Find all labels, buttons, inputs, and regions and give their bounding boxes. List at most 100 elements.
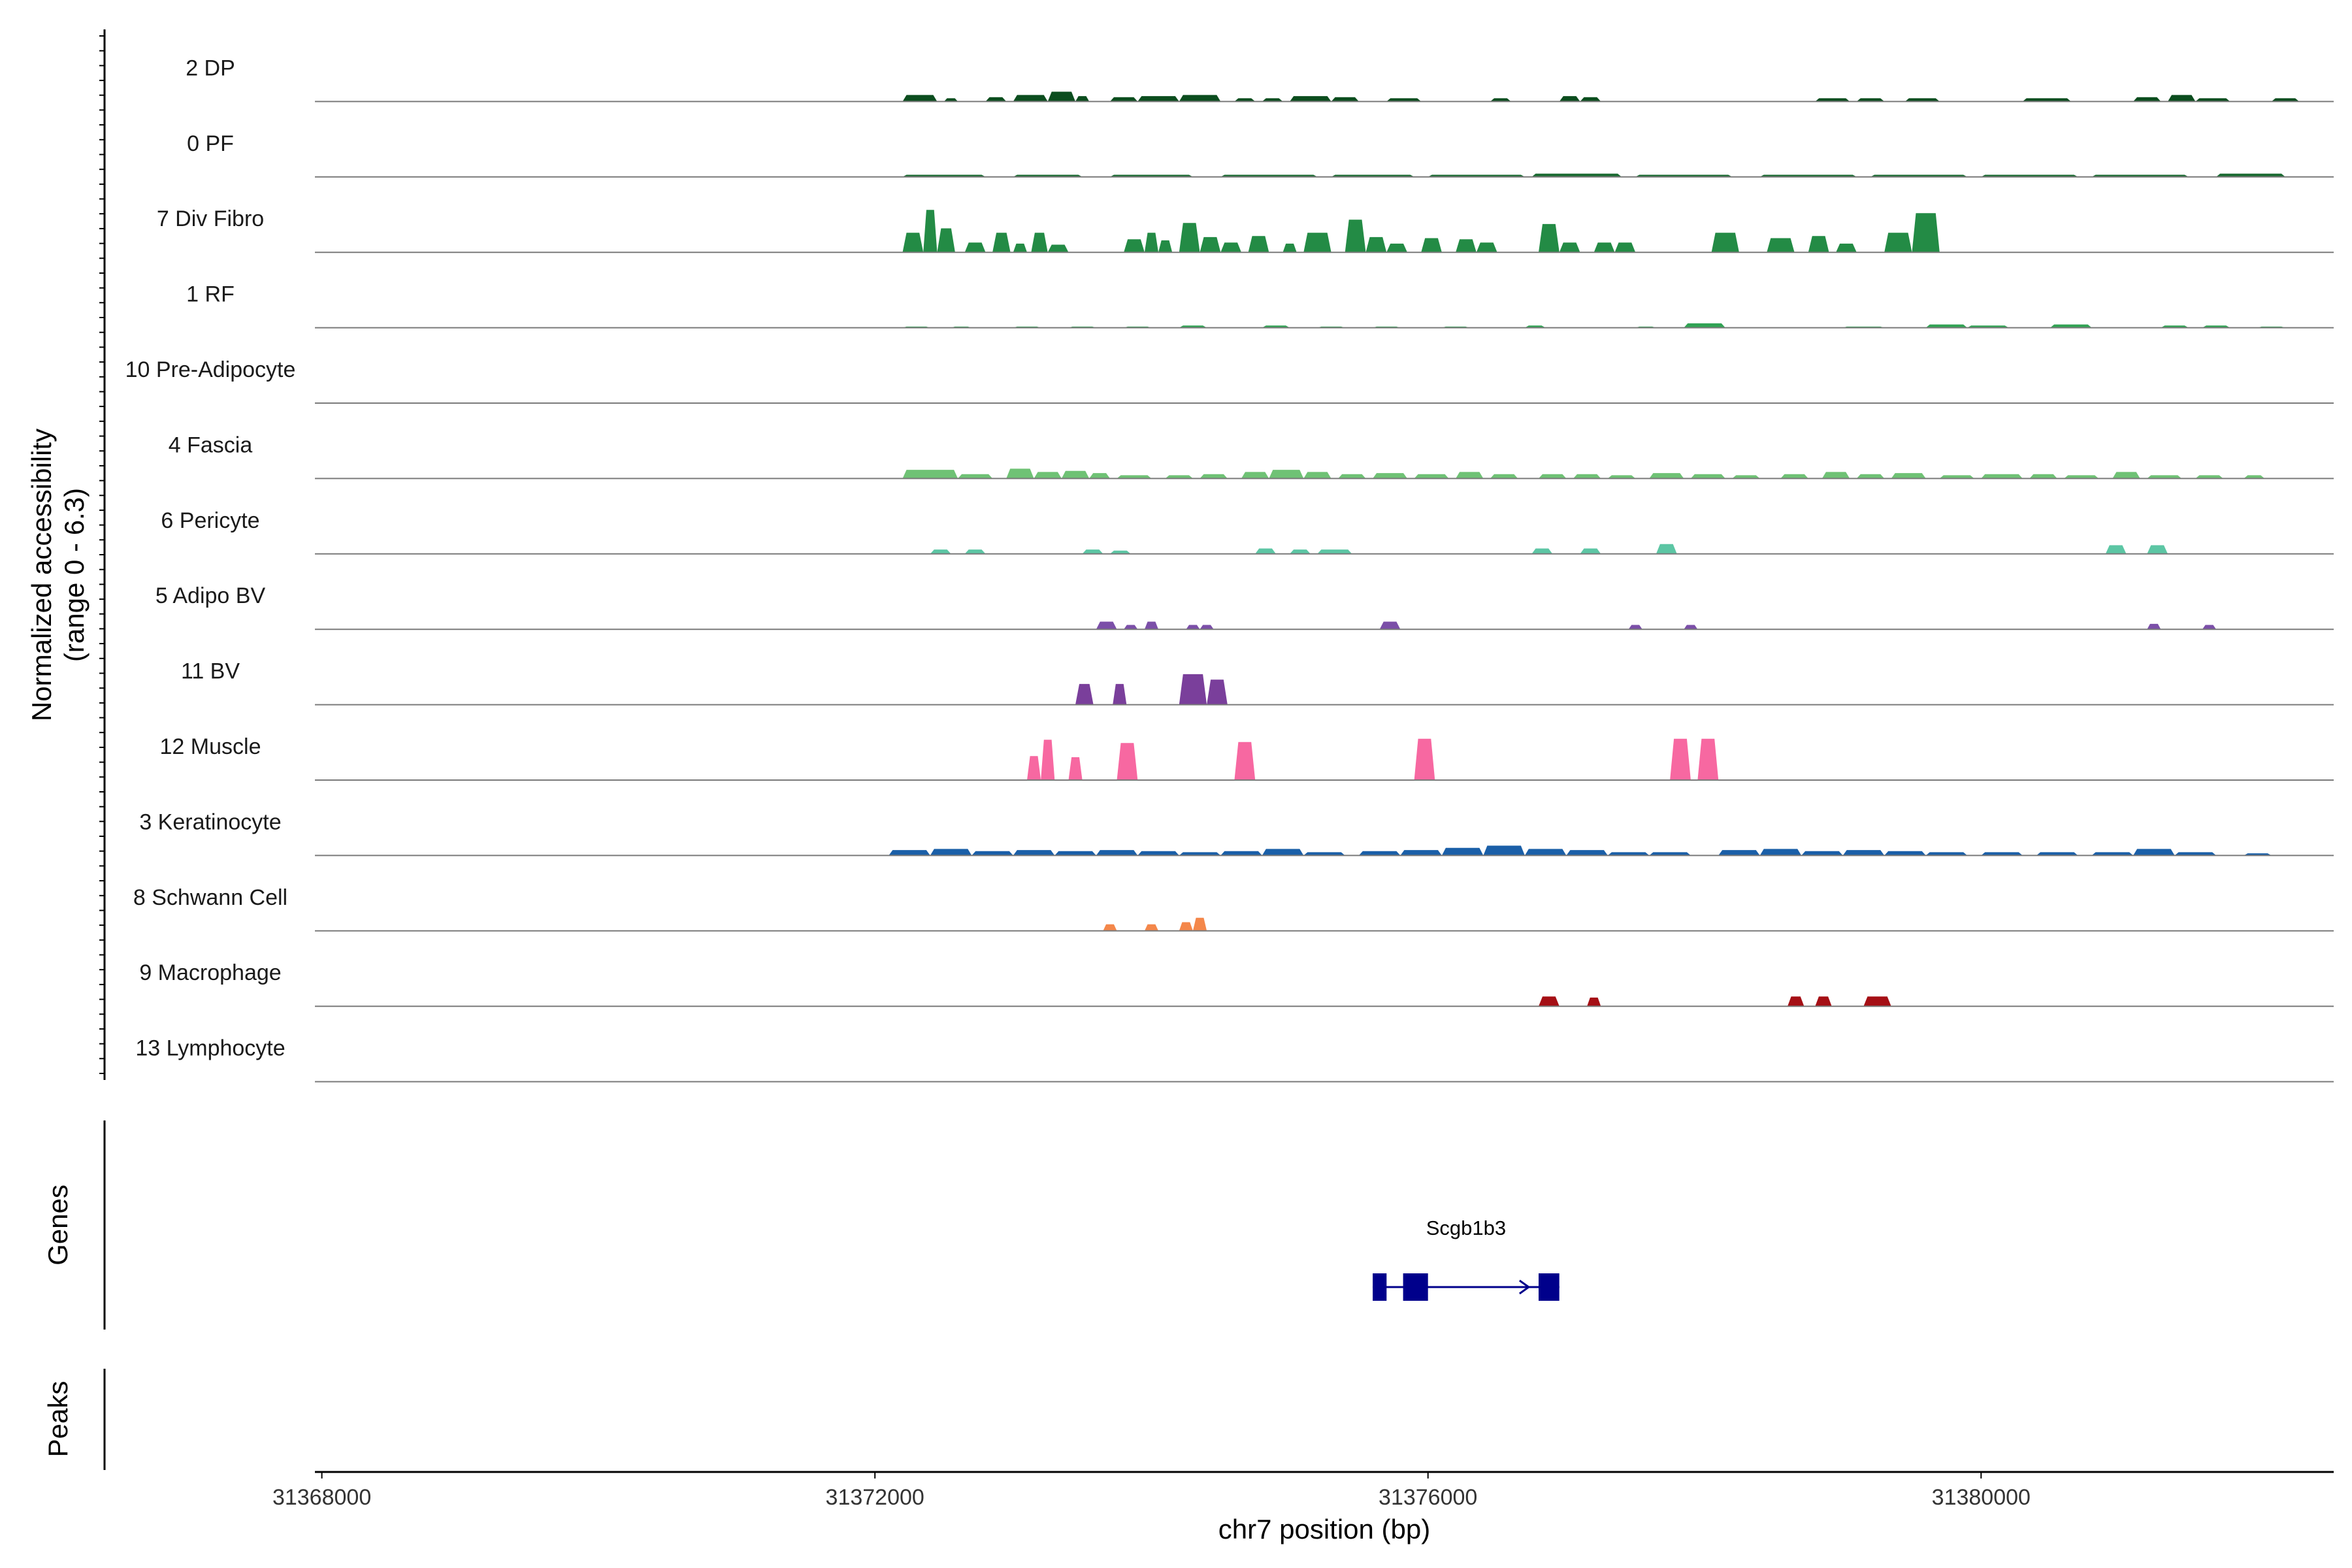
gene-model: Scgb1b3 bbox=[1373, 1217, 1560, 1301]
accessibility-peak bbox=[1718, 850, 1760, 856]
track-9: 11 BV bbox=[181, 659, 2334, 706]
accessibility-peak bbox=[1891, 473, 1926, 479]
accessibility-peak bbox=[1013, 243, 1027, 253]
accessibility-peak bbox=[1117, 743, 1138, 780]
track-8: 5 Adipo BV bbox=[155, 583, 2334, 630]
accessibility-peak bbox=[1192, 917, 1207, 931]
coverage-tracks: 2 DP 0 PF 7 Div Fibro 1 RF 10 Pre-Adipocyte 4… bbox=[125, 56, 2334, 1083]
accessibility-peak bbox=[923, 210, 938, 253]
accessibility-peak bbox=[1386, 98, 1422, 102]
accessibility-peak bbox=[1649, 852, 1691, 856]
accessibility-peak bbox=[1788, 996, 1805, 1007]
track-label: 7 Div Fibro bbox=[157, 206, 264, 231]
accessibility-peak bbox=[1117, 475, 1152, 479]
track-label: 5 Adipo BV bbox=[155, 583, 266, 608]
accessibility-peak bbox=[1006, 468, 1034, 479]
accessibility-peak bbox=[1137, 96, 1179, 102]
accessibility-peak bbox=[1096, 850, 1138, 856]
accessibility-peak bbox=[1303, 233, 1331, 253]
accessibility-peak bbox=[1338, 474, 1366, 479]
accessibility-peak bbox=[1103, 924, 1117, 931]
accessibility-peak bbox=[1054, 851, 1096, 856]
track-5: 10 Pre-Adipocyte bbox=[125, 357, 2334, 404]
accessibility-peak bbox=[1628, 625, 1642, 630]
accessibility-peak bbox=[1027, 756, 1041, 780]
accessibility-peak bbox=[1075, 96, 1090, 102]
accessibility-peak bbox=[1047, 91, 1075, 102]
accessibility-peak bbox=[1566, 850, 1608, 856]
accessibility-peak bbox=[1113, 683, 1127, 705]
accessibility-peak bbox=[1220, 851, 1262, 856]
accessibility-peak bbox=[1690, 474, 1725, 479]
accessibility-peak bbox=[1456, 472, 1484, 479]
accessibility-peak bbox=[1912, 213, 1940, 253]
x-tick-label: 31380000 bbox=[1932, 1485, 2031, 1510]
accessibility-peak bbox=[1456, 239, 1477, 253]
accessibility-peak bbox=[2202, 625, 2217, 630]
accessibility-peak bbox=[1836, 243, 1857, 253]
accessibility-peak bbox=[1179, 852, 1221, 856]
accessibility-peak bbox=[944, 98, 958, 102]
accessibility-peak bbox=[2029, 474, 2057, 479]
accessibility-peak bbox=[1490, 98, 1511, 102]
track-label: 9 Macrophage bbox=[139, 960, 281, 985]
accessibility-peak bbox=[1981, 474, 2023, 479]
accessibility-peak bbox=[1179, 922, 1193, 931]
accessibility-peak bbox=[2174, 852, 2217, 856]
track-1: 2 DP bbox=[186, 56, 2334, 103]
accessibility-peak bbox=[1614, 242, 1636, 253]
accessibility-peak bbox=[1697, 738, 1719, 780]
track-4: 1 RF bbox=[186, 282, 2334, 329]
accessibility-peak bbox=[1034, 472, 1062, 479]
accessibility-peak bbox=[1234, 742, 1256, 780]
accessibility-peak bbox=[2147, 545, 2168, 554]
accessibility-peak bbox=[1856, 474, 1885, 479]
track-label: 11 BV bbox=[181, 659, 240, 684]
accessibility-peak bbox=[889, 850, 930, 856]
accessibility-peak bbox=[1031, 233, 1048, 253]
accessibility-peak bbox=[1904, 98, 1940, 102]
accessibility-peak bbox=[1801, 851, 1843, 856]
accessibility-peak bbox=[1358, 851, 1401, 856]
x-axis-ticks: 31368000 31372000 31376000 31380000 bbox=[272, 1472, 2031, 1510]
accessibility-peak bbox=[1241, 472, 1269, 479]
track-label: 10 Pre-Adipocyte bbox=[125, 357, 296, 382]
accessibility-peak bbox=[1200, 474, 1228, 479]
accessibility-peak bbox=[1559, 242, 1580, 253]
accessibility-peak bbox=[1656, 544, 1677, 554]
accessibility-peak bbox=[2133, 97, 2161, 102]
accessibility-peak bbox=[937, 228, 955, 253]
accessibility-peak bbox=[1386, 243, 1407, 253]
accessibility-peak bbox=[1884, 851, 1926, 856]
track-label: 1 RF bbox=[186, 282, 235, 307]
accessibility-peak bbox=[1255, 548, 1276, 554]
accessibility-peak bbox=[1317, 549, 1352, 554]
accessibility-peak bbox=[1815, 98, 1850, 102]
track-10: 12 Muscle bbox=[160, 734, 2334, 781]
accessibility-peak bbox=[2195, 475, 2223, 479]
track-11: 3 Keratinocyte bbox=[139, 809, 2334, 857]
accessibility-peak bbox=[1539, 223, 1560, 253]
accessibility-peak bbox=[1863, 996, 1891, 1007]
accessibility-peak bbox=[902, 95, 938, 102]
accessibility-peak bbox=[1110, 550, 1131, 554]
accessibility-peak bbox=[1234, 98, 1256, 102]
accessibility-peak bbox=[1780, 474, 1808, 479]
accessibility-peak bbox=[1144, 621, 1158, 630]
accessibility-peak bbox=[1539, 996, 1560, 1007]
x-axis: 31368000 31372000 31376000 31380000 chr7 po… bbox=[272, 1471, 2334, 1544]
x-tick-label: 31376000 bbox=[1379, 1485, 1477, 1510]
peaks-track-label: Peaks bbox=[42, 1381, 73, 1458]
track-3: 7 Div Fibro bbox=[157, 206, 2334, 253]
track-2: 0 PF bbox=[187, 131, 2334, 178]
accessibility-peak bbox=[1186, 625, 1200, 630]
accessibility-peak bbox=[958, 474, 993, 479]
x-axis-title: chr7 position (bp) bbox=[1218, 1514, 1431, 1544]
accessibility-peak bbox=[1821, 472, 1850, 479]
track-label: 8 Schwann Cell bbox=[133, 885, 287, 910]
accessibility-peak bbox=[1414, 474, 1449, 479]
accessibility-peak bbox=[2168, 95, 2196, 102]
track-label: 13 Lymphocyte bbox=[135, 1036, 285, 1061]
accessibility-peak bbox=[1925, 852, 1968, 856]
